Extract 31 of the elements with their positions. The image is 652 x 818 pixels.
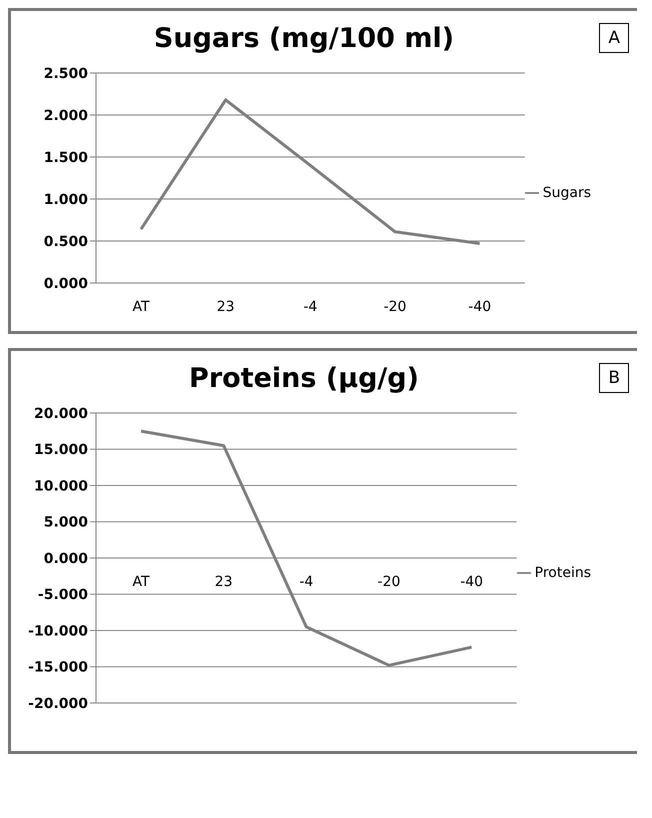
- y-tick-label: 0.500: [44, 234, 88, 250]
- text: A: [599, 23, 629, 53]
- x-tick-label: AT: [132, 299, 150, 315]
- x-tick-label: 23: [216, 299, 235, 315]
- y-tick-label: 10.000: [34, 478, 88, 494]
- chart-title: Proteins (μg/g): [189, 363, 419, 394]
- y-tick-label: 2.500: [44, 66, 88, 82]
- y-tick-label: 1.500: [44, 150, 88, 166]
- y-tick-label: 0.000: [44, 550, 88, 567]
- y-tick-label: -10.000: [28, 623, 88, 640]
- y-tick-label: 5.000: [44, 514, 88, 531]
- x-tick-label: -40: [468, 299, 492, 315]
- text: B: [599, 363, 629, 393]
- x-tick-label: -4: [299, 574, 314, 590]
- x-tick-label: 23: [214, 574, 233, 590]
- x-tick-label: -40: [460, 574, 484, 590]
- chart-title: Sugars (mg/100 ml): [154, 23, 454, 54]
- legend-label: Sugars: [542, 185, 591, 201]
- x-tick-label: -4: [303, 299, 318, 315]
- x-tick-label: -20: [378, 574, 400, 590]
- x-tick-label: AT: [132, 574, 150, 590]
- y-tick-label: -20.000: [28, 696, 88, 712]
- y-tick-label: 0.000: [44, 276, 88, 292]
- x-tick-label: -20: [384, 299, 406, 315]
- y-tick-label: 2.000: [44, 108, 88, 124]
- y-tick-label: -5.000: [38, 587, 88, 604]
- legend-label: Proteins: [534, 565, 591, 581]
- y-tick-label: 20.000: [34, 406, 88, 422]
- y-tick-label: -15.000: [28, 660, 88, 676]
- y-tick-label: 15.000: [34, 442, 88, 458]
- y-tick-label: 1.000: [44, 192, 88, 208]
